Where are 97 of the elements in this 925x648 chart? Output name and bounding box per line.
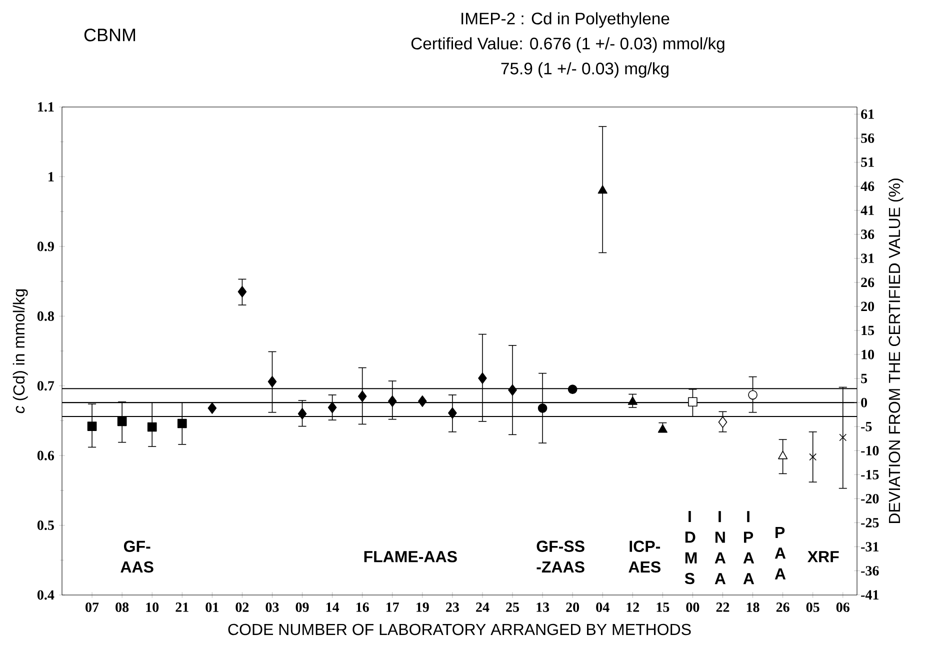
point [388, 395, 397, 407]
y-tick-label: 1.1 [38, 102, 54, 112]
annotation: XRF [808, 551, 839, 562]
y2-tick-label: 51 [861, 158, 874, 167]
y2-tick-label: 36 [861, 230, 874, 240]
point [328, 402, 337, 414]
x-tick-label: 22 [716, 602, 730, 612]
y2-tick-label: -5 [861, 422, 872, 432]
y-tick-label: 0.4 [37, 590, 54, 600]
point [87, 422, 97, 431]
y-tick-label: 1 [48, 172, 54, 182]
point [418, 395, 427, 407]
point [208, 402, 217, 414]
x-tick-label: 10 [146, 602, 159, 612]
annotation: FLAME-AAS [364, 550, 457, 562]
point [117, 416, 127, 426]
chart-title: IMEP-2 : Cd in Polyethylene [462, 12, 670, 28]
annotation: I D M S [684, 511, 697, 584]
point [748, 390, 758, 400]
y2-axis-title: DEVIATION FROM THE CERTIFIED VALUE (%) [888, 178, 904, 524]
annotation: GF-AAS [120, 540, 154, 573]
x-tick-label: 16 [356, 602, 369, 612]
point [238, 286, 247, 298]
x-tick-label: 19 [416, 602, 429, 612]
point [268, 376, 277, 388]
point [598, 185, 608, 194]
y2-tick-label: -20 [861, 494, 879, 504]
text: CBNM [84, 28, 136, 42]
point [839, 434, 847, 442]
x-tick-label: 20 [566, 602, 580, 612]
y2-tick-label: -15 [861, 470, 879, 480]
x-tick-label: 14 [326, 602, 340, 612]
x-tick-label: 23 [446, 602, 459, 612]
annotation: GF-SS -ZAAS [536, 540, 584, 573]
y2-tick-label: 46 [860, 182, 874, 191]
annotation: ICP-AES [628, 540, 660, 573]
y2-tick-label: 5 [861, 374, 868, 384]
point [177, 418, 187, 428]
y-tick-label: 0.6 [37, 450, 54, 460]
x-tick-label: 12 [626, 602, 640, 612]
x-tick-label: 17 [386, 602, 400, 612]
point [147, 422, 157, 432]
y2-tick-label: -36 [861, 566, 879, 576]
point [688, 397, 698, 407]
x-tick-label: 01 [206, 602, 218, 612]
x-tick-label: 25 [506, 602, 519, 612]
y2-tick-label: 10 [862, 350, 874, 360]
y2-tick-label: -41 [861, 590, 879, 600]
x-tick-label: 26 [776, 602, 790, 612]
x-tick-label: 08 [116, 602, 129, 612]
point [778, 450, 788, 460]
x-tick-label: 03 [266, 602, 279, 612]
y2-tick-label: -31 [861, 542, 879, 552]
x-tick-label: 06 [836, 602, 850, 612]
y2-tick-label: 0 [861, 398, 868, 408]
y2-tick-label: 20 [861, 302, 874, 312]
x-tick-label: 04 [596, 602, 610, 612]
x-tick-label: 02 [236, 602, 249, 612]
x-tick-label: 00 [686, 602, 700, 612]
chart-subtitle: Certified Value: 0.676 (1 +/- 0.03) mmol/kg [411, 37, 724, 53]
x-tick-label: 09 [296, 602, 309, 612]
point [508, 384, 517, 396]
x-tick-label: 13 [536, 602, 550, 612]
text: 75.9 (1 +/- 0.03) mg/kg [501, 62, 668, 78]
point [358, 390, 367, 402]
y2-tick-label: 61 [861, 109, 874, 119]
y2-tick-label: 31 [861, 254, 874, 264]
point [568, 384, 578, 394]
y2-tick-label: 41 [860, 206, 874, 215]
point [298, 408, 307, 420]
x-tick-label: 05 [806, 602, 820, 612]
y-axis-title: c (Cd) in mmol/kg [12, 289, 28, 414]
point [478, 372, 487, 384]
annotation: I N A A [714, 511, 726, 584]
x-axis-title: CODE NUMBER OF LABORATORY ARRANGED BY METHODS [228, 624, 691, 636]
y2-tick-label: -25 [861, 518, 879, 528]
point [658, 424, 668, 433]
y2-tick-label: -10 [861, 446, 879, 456]
annotation: P A A [774, 526, 786, 580]
y2-tick-label: 15 [862, 326, 874, 336]
point [628, 396, 638, 405]
point [538, 403, 548, 413]
x-tick-label: 18 [746, 602, 760, 612]
x-tick-label: 21 [176, 602, 188, 612]
x-tick-label: 24 [476, 602, 490, 612]
y-tick-label: 0.7 [37, 381, 54, 391]
y2-tick-label: 26 [861, 278, 874, 288]
point [718, 416, 728, 428]
point [448, 407, 457, 419]
y-tick-label: 0.9 [37, 242, 54, 252]
point [809, 453, 817, 461]
y-tick-label: 0.8 [37, 311, 54, 321]
x-tick-label: 15 [656, 602, 670, 612]
y-tick-label: 0.5 [37, 520, 54, 530]
y2-tick-label: 56 [861, 133, 874, 143]
annotation: I P A A [743, 511, 754, 584]
x-tick-label: 07 [86, 602, 99, 612]
